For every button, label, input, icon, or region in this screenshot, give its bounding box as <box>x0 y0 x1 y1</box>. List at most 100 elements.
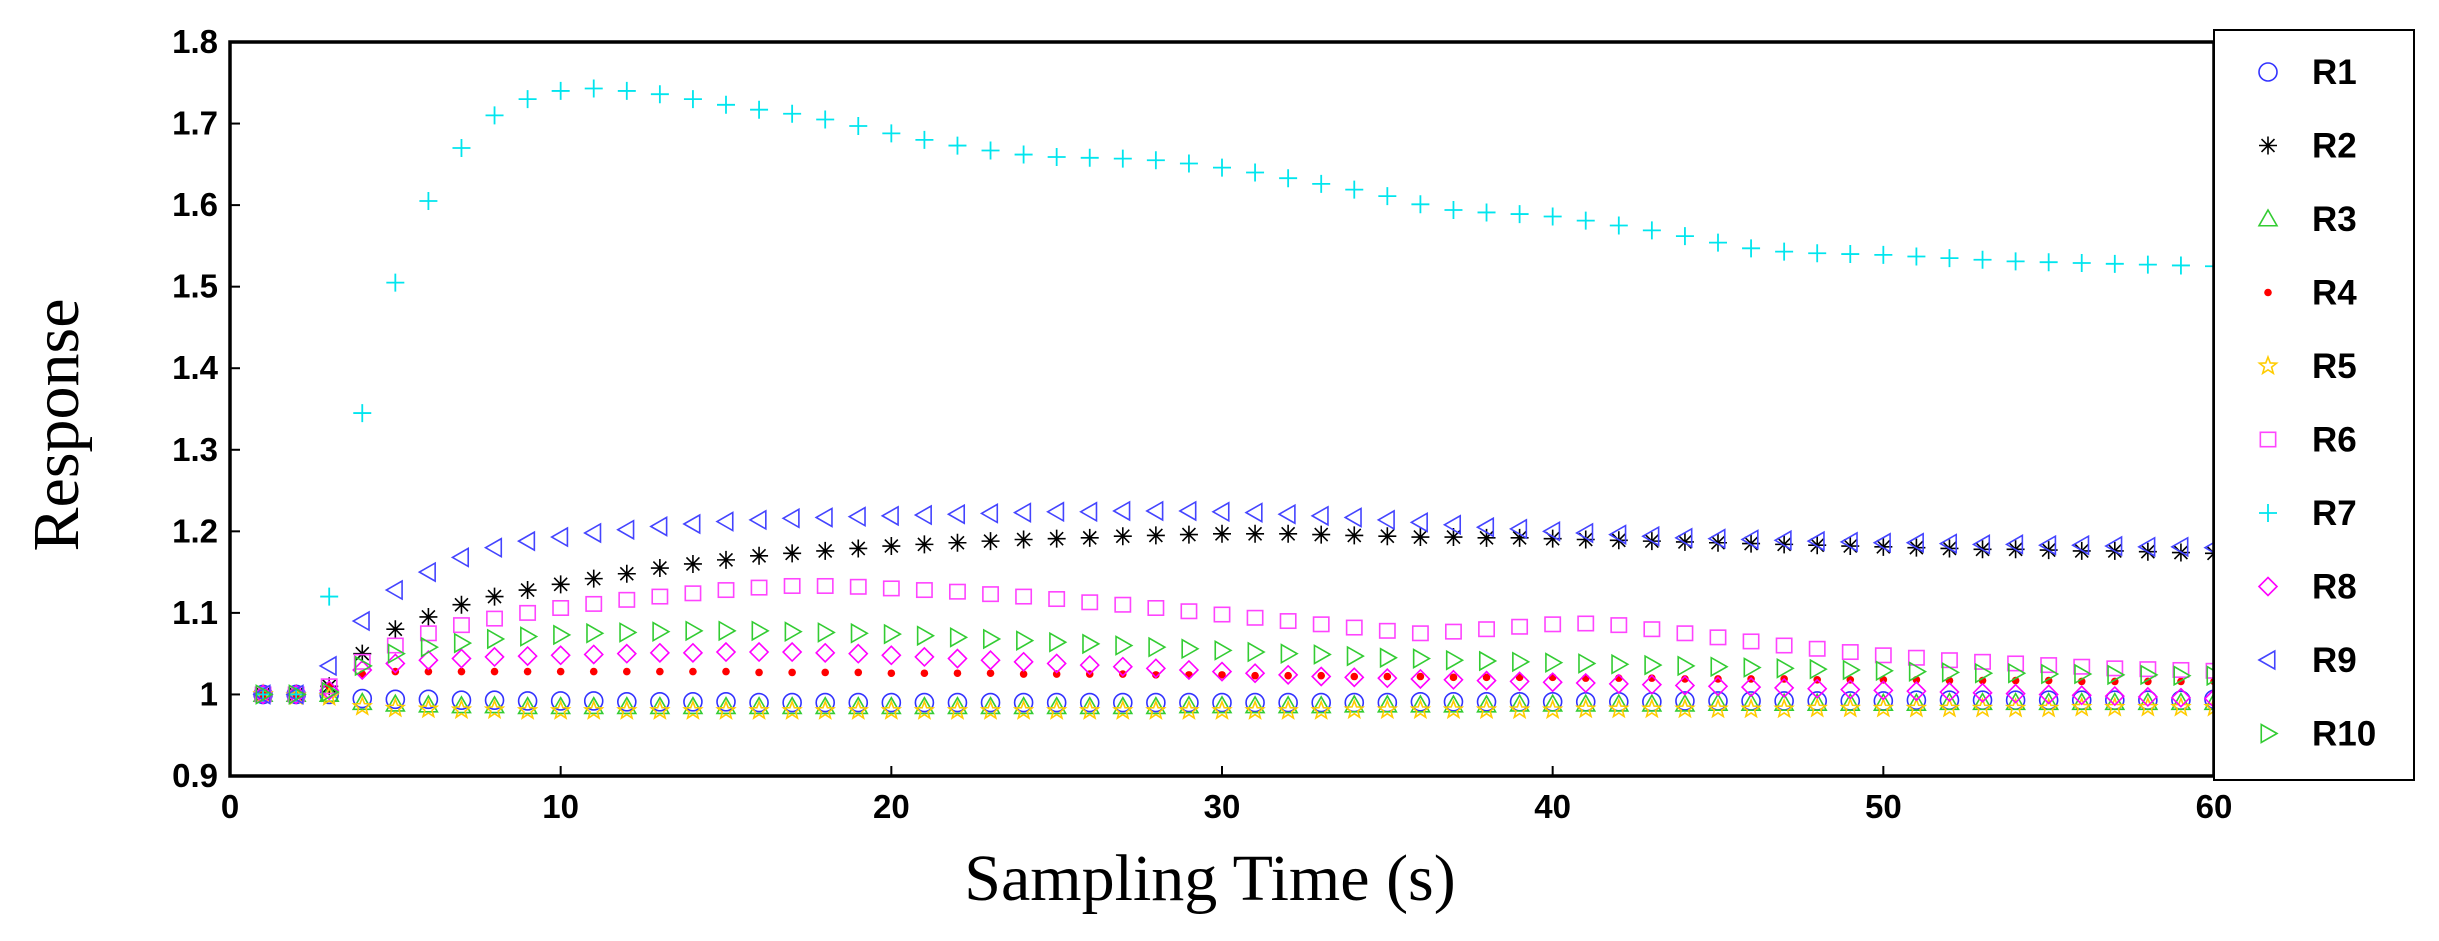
data-point-r5 <box>450 698 473 720</box>
data-point-r4 <box>1251 671 1259 680</box>
series-r1 <box>253 684 2224 713</box>
legend-item-r9: R9 <box>2257 641 2357 680</box>
data-point-r5 <box>1740 697 1762 719</box>
data-point-r4 <box>656 667 664 676</box>
triangle-up-marker-icon <box>2257 208 2279 227</box>
x-tick-label: 30 <box>1204 788 1241 825</box>
data-point-r7 <box>1642 221 1661 240</box>
data-point-r7 <box>1576 211 1595 230</box>
data-point-r4 <box>523 667 532 676</box>
diamond-marker-icon <box>2257 576 2279 597</box>
data-point-r1 <box>1443 691 1464 712</box>
data-point-r8 <box>418 650 439 671</box>
data-point-r1 <box>914 692 935 713</box>
data-point-r2 <box>353 644 372 663</box>
data-point-r5 <box>1971 697 1994 718</box>
data-point-r6 <box>1643 621 1661 638</box>
data-point-r8 <box>1740 676 1762 698</box>
data-point-r10 <box>1974 662 1994 684</box>
data-point-r8 <box>1079 654 1100 676</box>
data-point-r7 <box>485 106 504 125</box>
data-point-r2 <box>1279 524 1298 543</box>
data-point-r5 <box>2137 696 2159 717</box>
data-point-r7 <box>1675 227 1694 246</box>
data-point-r10 <box>949 626 969 648</box>
data-point-r3 <box>1046 696 1068 715</box>
data-point-r9 <box>1508 518 1528 540</box>
legend-item-r4: R4 <box>2264 274 2357 313</box>
data-point-r2 <box>1411 528 1430 547</box>
data-point-r2 <box>1477 528 1496 547</box>
data-point-r10 <box>453 632 473 654</box>
data-point-r5 <box>1012 699 1035 720</box>
data-point-r6 <box>1445 623 1462 640</box>
data-point-r6 <box>816 577 834 594</box>
data-point-r3 <box>1972 691 1993 711</box>
data-point-r3 <box>1872 692 1894 711</box>
data-point-r9 <box>1376 509 1395 531</box>
data-point-r9 <box>649 516 668 537</box>
data-point-r5 <box>2070 696 2093 717</box>
data-point-r7 <box>1378 187 1397 206</box>
data-point-r9 <box>1079 501 1098 523</box>
data-point-r2 <box>1146 526 1165 545</box>
data-point-r9 <box>1112 500 1131 522</box>
data-point-r9 <box>384 579 403 601</box>
data-point-r8 <box>1840 679 1861 700</box>
data-point-r2 <box>750 546 769 565</box>
data-point-r8 <box>782 641 803 663</box>
data-point-r8 <box>1211 661 1233 682</box>
data-point-r2 <box>882 537 901 556</box>
data-point-r5 <box>1045 699 1068 720</box>
data-point-r5 <box>417 697 440 719</box>
data-point-r6 <box>1808 640 1826 657</box>
data-point-r6 <box>585 595 603 612</box>
data-point-r8 <box>2071 685 2092 706</box>
legend-label: R9 <box>2312 641 2357 680</box>
data-point-r10 <box>1181 638 1200 660</box>
data-point-r3 <box>1244 695 1266 714</box>
data-point-r7 <box>882 124 901 143</box>
data-point-r7 <box>816 110 835 129</box>
data-point-r3 <box>1145 696 1167 715</box>
data-point-r10 <box>1214 640 1233 661</box>
data-point-r5 <box>814 699 836 720</box>
data-point-r5 <box>2170 696 2192 717</box>
data-point-r10 <box>1842 659 1861 681</box>
data-point-r8 <box>1013 651 1034 672</box>
data-point-r10 <box>1412 648 1432 669</box>
series-r2 <box>254 524 2223 704</box>
data-point-r2 <box>1213 524 1231 543</box>
data-point-r4 <box>1648 674 1656 682</box>
data-point-r6 <box>1676 625 1694 642</box>
data-point-r3 <box>1542 693 1564 712</box>
data-point-r6 <box>486 610 503 627</box>
data-point-r4 <box>1152 671 1160 679</box>
data-point-r9 <box>1145 500 1164 522</box>
data-point-r3 <box>1773 692 1795 711</box>
data-point-r5 <box>781 699 803 720</box>
data-point-r4 <box>1581 674 1590 682</box>
legend-item-r8: R8 <box>2257 568 2357 607</box>
data-point-r10 <box>883 623 902 645</box>
data-point-r3 <box>1079 696 1101 715</box>
data-point-r7 <box>915 130 934 149</box>
data-point-r6 <box>750 579 768 596</box>
data-point-r1 <box>1311 692 1331 713</box>
data-point-r3 <box>1310 695 1332 714</box>
data-point-r8 <box>451 648 472 669</box>
data-point-r2 <box>1709 533 1727 552</box>
data-point-r7 <box>1113 149 1132 168</box>
y-tick-label: 1.8 <box>172 23 218 60</box>
data-point-r4 <box>1119 670 1127 678</box>
data-point-r7 <box>1411 195 1430 214</box>
data-point-r2 <box>386 620 405 639</box>
data-point-r9 <box>1475 516 1495 538</box>
data-point-r5 <box>1211 699 1233 720</box>
data-point-r8 <box>1344 667 1365 688</box>
data-point-r5 <box>1839 697 1862 718</box>
data-point-r10 <box>1611 653 1630 675</box>
data-point-r5 <box>913 699 936 720</box>
data-point-r10 <box>288 684 307 705</box>
data-point-r1 <box>1212 692 1232 713</box>
